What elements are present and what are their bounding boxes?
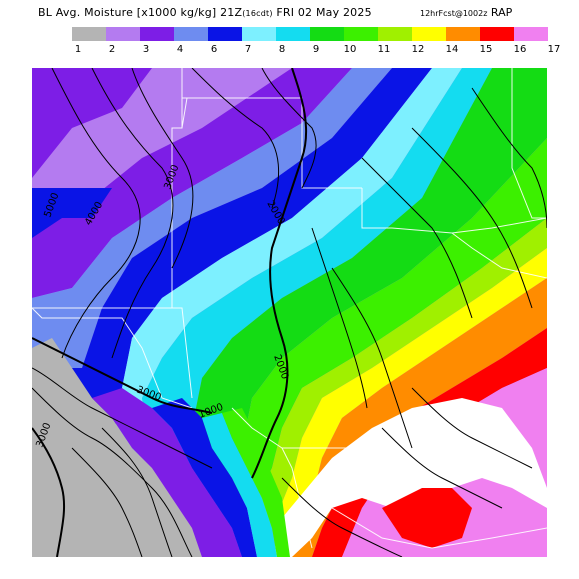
- field-band-red: [312, 328, 547, 557]
- legend-tick-label: 16: [513, 44, 527, 55]
- legend-tick-label: 1: [74, 44, 82, 55]
- field-band-red-south: [382, 488, 472, 548]
- legend-swatch: [106, 27, 140, 41]
- field-band-gray: [32, 338, 202, 557]
- legend-swatch: [310, 27, 344, 41]
- field-band-yellowgreen: [252, 218, 547, 528]
- field-band-navy: [32, 68, 432, 448]
- legend-tick-label: 15: [479, 44, 493, 55]
- legend-tick-label: 14: [445, 44, 459, 55]
- field-band-blue: [32, 188, 112, 238]
- color-legend: [72, 27, 548, 41]
- legend-tick-label: 7: [244, 44, 252, 55]
- legend-swatch: [208, 27, 242, 41]
- legend-ticks: 1 2 3 4 6 7 8 9 10 11 12 14 15 16 17: [0, 44, 579, 58]
- field-band-cyan: [142, 68, 492, 468]
- legend-swatch: [514, 27, 548, 41]
- legend-swatch: [140, 27, 174, 41]
- legend-swatch: [72, 27, 106, 41]
- legend-tick-label: 10: [343, 44, 357, 55]
- state-borders: [32, 68, 547, 549]
- forecast-label: 12hrFcst@1002z RAP: [420, 6, 513, 19]
- legend-tick-label: 12: [411, 44, 425, 55]
- legend-swatch: [344, 27, 378, 41]
- field-band-cyan-light: [112, 68, 462, 458]
- legend-swatch: [276, 27, 310, 41]
- field-band-white: [272, 398, 547, 557]
- legend-swatch: [446, 27, 480, 41]
- moisture-map: 2000 2000 3000 4000 5000 3000 1000 3000: [32, 68, 547, 557]
- field-band-violet: [32, 68, 152, 178]
- legend-tick-label: 11: [377, 44, 391, 55]
- legend-tick-label: 4: [176, 44, 184, 55]
- field-band-blue-west: [152, 398, 257, 557]
- legend-tick-label: 17: [547, 44, 561, 55]
- contour-lines: [32, 68, 547, 557]
- legend-swatch: [480, 27, 514, 41]
- field-band-green: [192, 68, 547, 488]
- legend-tick-label: 9: [312, 44, 320, 55]
- legend-tick-label: 2: [108, 44, 116, 55]
- legend-swatch: [174, 27, 208, 41]
- title-text: BL Avg. Moisture [x1000 kg/kg] 21Z(16cdt…: [38, 6, 372, 19]
- field-band-green-west: [222, 408, 290, 557]
- legend-tick-label: 3: [142, 44, 150, 55]
- legend-tick-label: 6: [210, 44, 218, 55]
- legend-tick-label: 8: [278, 44, 286, 55]
- legend-swatch: [412, 27, 446, 41]
- legend-swatch: [242, 27, 276, 41]
- field-band-violet-west: [92, 388, 242, 557]
- field-band-orange: [292, 278, 547, 557]
- field-band-cyan-west: [202, 413, 277, 557]
- legend-swatch: [378, 27, 412, 41]
- field-band-yellow: [272, 248, 547, 538]
